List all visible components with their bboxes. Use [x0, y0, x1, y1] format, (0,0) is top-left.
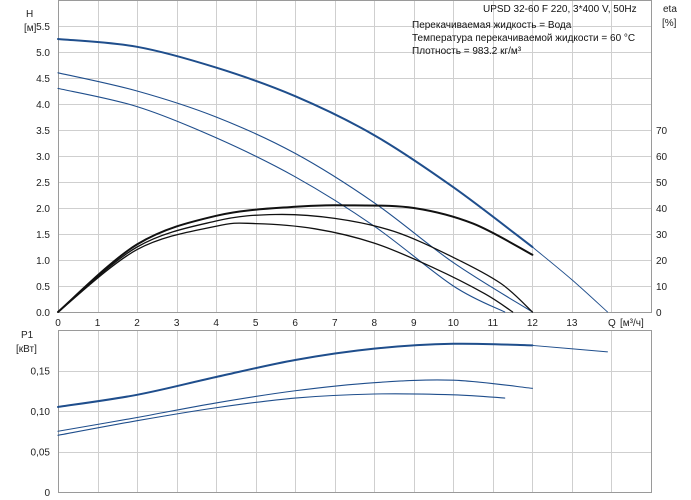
- x-tick-label: 11: [488, 318, 499, 329]
- top-head-speed-3-curve: [57, 38, 534, 248]
- info-block: UPSD 32-60 F 220, 3*400 V, 50Hz Перекачи…: [412, 4, 637, 57]
- curve-layer: [57, 38, 608, 436]
- head-tick-label: 3.0: [36, 152, 50, 163]
- power-tick-label: 0,10: [31, 407, 51, 418]
- bottom-power-speed-1-curve: [57, 393, 506, 436]
- eta-axis-unit: [%]: [662, 18, 677, 29]
- top-head-speed-3-extension-curve: [531, 246, 608, 313]
- power-axis-title: P1: [21, 330, 34, 341]
- head-tick-label: 5.0: [36, 48, 50, 59]
- head-tick-label: 2.5: [36, 178, 50, 189]
- power-axis-unit: [кВт]: [16, 344, 37, 355]
- x-tick-label: 9: [411, 318, 417, 329]
- eta-tick-label: 40: [656, 204, 668, 215]
- power-tick-label: 0,15: [31, 367, 51, 378]
- info-line-liquid: Перекачиваемая жидкость = Вода: [412, 20, 572, 31]
- head-tick-label: 2.0: [36, 204, 50, 215]
- top-eta-speed-2-curve: [57, 213, 534, 313]
- grid-layer: [58, 0, 652, 493]
- x-tick-label: 10: [448, 318, 460, 329]
- x-tick-label: 8: [371, 318, 377, 329]
- eta-axis-title: eta: [663, 4, 677, 15]
- x-tick-label: 6: [292, 318, 298, 329]
- power-tick-label: 0,05: [31, 448, 51, 459]
- eta-tick-label: 30: [656, 230, 668, 241]
- x-tick-label: 0: [55, 318, 61, 329]
- head-axis-unit: [м]: [24, 23, 37, 34]
- eta-tick-label: 10: [656, 282, 668, 293]
- x-tick-label: 2: [134, 318, 140, 329]
- info-line-temperature: Температура перекачиваемой жидкости = 60…: [412, 33, 635, 44]
- info-line-density: Плотность = 983.2 кг/м³: [412, 46, 522, 57]
- x-tick-label: 3: [174, 318, 180, 329]
- x-tick-label: 1: [95, 318, 101, 329]
- top-eta-speed-1-curve: [57, 222, 514, 313]
- head-tick-label: 5.5: [36, 22, 50, 33]
- head-tick-label: 1.0: [36, 256, 50, 267]
- x-tick-label: 7: [332, 318, 338, 329]
- eta-tick-label: 60: [656, 152, 668, 163]
- bottom-power-speed-3-curve: [57, 342, 534, 408]
- head-tick-label: 0.0: [36, 308, 50, 319]
- x-tick-label: 5: [253, 318, 259, 329]
- eta-tick-label: 50: [656, 178, 668, 189]
- top-eta-speed-3-curve: [57, 204, 534, 313]
- power-tick-label: 0: [44, 488, 50, 499]
- flow-axis-unit: [м³/ч]: [620, 318, 644, 329]
- head-tick-label: 4.5: [36, 74, 50, 85]
- bottom-power-speed-3-extension-curve: [531, 344, 608, 353]
- eta-tick-label: 20: [656, 256, 668, 267]
- pump-model-title: UPSD 32-60 F 220, 3*400 V, 50Hz: [483, 4, 637, 15]
- top-head-speed-1-curve: [57, 87, 506, 313]
- bottom-power-speed-2-curve: [57, 379, 533, 432]
- head-tick-label: 3.5: [36, 126, 50, 137]
- eta-tick-label: 70: [656, 126, 668, 137]
- top-plot-frame: [58, 0, 652, 313]
- head-tick-label: 0.5: [36, 282, 50, 293]
- flow-axis-title: Q: [608, 318, 616, 329]
- head-axis-title: H: [26, 9, 33, 20]
- head-tick-label: 1.5: [36, 230, 50, 241]
- bottom-plot-frame: [58, 330, 652, 493]
- x-tick-label: 4: [213, 318, 219, 329]
- eta-tick-label: 0: [656, 308, 662, 319]
- x-tick-label: 13: [566, 318, 578, 329]
- top-head-speed-2-curve: [57, 72, 533, 313]
- x-tick-label: 12: [527, 318, 539, 329]
- head-tick-label: 4.0: [36, 100, 50, 111]
